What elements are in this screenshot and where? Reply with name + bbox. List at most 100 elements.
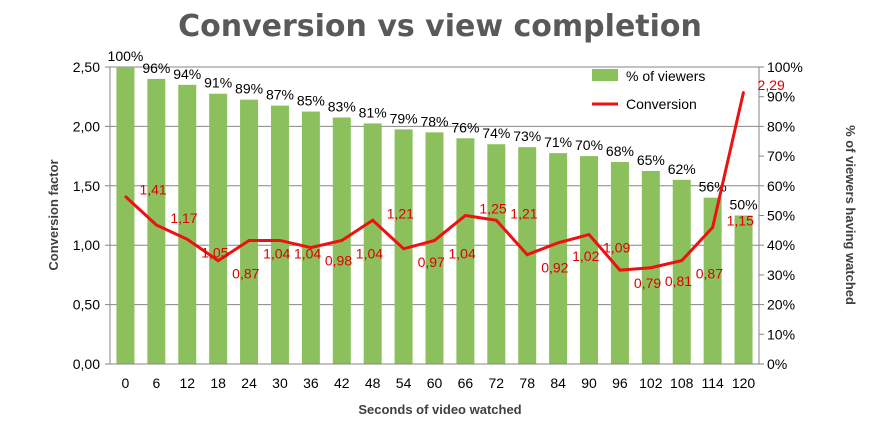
line-label: 1,21 [510,205,537,221]
bar [456,138,475,364]
line-label: 0,87 [232,266,259,282]
line-point [495,219,498,222]
legend-label: Conversion [626,96,697,112]
bar [549,153,568,364]
y2-tick-label: 30% [767,267,795,283]
chart-title: Conversion vs view completion [178,9,702,44]
bar [270,105,289,365]
bar [301,111,320,364]
y2-tick-label: 40% [767,237,795,253]
x-tick-label: 108 [670,375,694,391]
bar-label: 87% [266,87,294,103]
line-label: 1,41 [139,181,166,197]
line-point [464,214,467,217]
line-label: 2,29 [758,77,785,93]
bar-label: 100% [108,48,144,64]
line-label: 1,15 [727,212,754,228]
legend-label: % of viewers [626,68,705,84]
line-label: 1,04 [449,245,476,261]
bar-label: 50% [730,197,758,213]
x-tick-label: 96 [612,375,628,391]
x-tick-label: 84 [550,375,566,391]
bar-label: 74% [482,125,510,141]
x-tick-label: 66 [458,375,474,391]
line-point [278,239,281,242]
line-point [402,247,405,250]
bar-label: 78% [420,113,448,129]
line-label: 1,04 [263,245,290,261]
bar-label: 79% [390,110,418,126]
x-tick-label: 54 [396,375,412,391]
x-tick-label: 0 [122,375,130,391]
x-tick-label: 30 [272,375,288,391]
x-tick-label: 60 [427,375,443,391]
bar [147,78,166,364]
x-axis-title: Seconds of video watched [358,402,521,417]
y2-tick-label: 0% [767,356,787,372]
y-tick-label: 1,50 [73,178,100,194]
x-tick-label: 18 [210,375,226,391]
line-label: 0,79 [634,275,661,291]
bar-label: 85% [297,93,325,109]
x-tick-label: 114 [701,375,724,391]
bar [703,197,722,364]
bar [209,93,228,364]
x-tick-label: 36 [303,375,319,391]
x-tick-label: 6 [152,375,160,391]
line-point [526,253,529,256]
y2-tick-label: 80% [767,118,795,134]
y-tick-label: 0,00 [73,356,100,372]
bar-label: 65% [637,152,665,168]
line-point [433,239,436,242]
bar [610,162,629,364]
y2-tick-label: 90% [767,89,795,105]
x-tick-label: 102 [639,375,663,391]
line-label: 0,97 [418,254,445,270]
line-point [340,239,343,242]
y2-tick-label: 20% [767,297,795,313]
bar [116,67,135,364]
line-label: 1,04 [294,245,321,261]
line-label: 1,21 [387,205,414,221]
line-label: 1,09 [603,240,630,256]
bar-label: 91% [204,75,232,91]
line-point [371,219,374,222]
line-point [618,269,621,272]
line-point [217,259,220,262]
bar [240,99,259,365]
y-tick-label: 2,00 [73,118,100,134]
x-tick-label: 48 [365,375,381,391]
bar-label: 89% [235,81,263,97]
line-point [680,259,683,262]
x-tick-label: 24 [241,375,257,391]
y2-tick-label: 10% [767,326,795,342]
bar-label: 76% [451,119,479,135]
y2-axis-title: % of viewers having watched [843,125,858,305]
y-tick-label: 1,00 [73,237,100,253]
line-point [248,239,251,242]
bar-label: 71% [544,134,572,150]
y-axis-title: Conversion factor [46,159,61,270]
legend-bar-swatch [592,69,618,81]
bar-label: 70% [575,137,603,153]
line-point [124,195,127,198]
line-label: 1,17 [170,210,197,226]
bar [487,144,506,364]
x-tick-label: 72 [489,375,505,391]
line-label: 0,98 [325,253,352,269]
y2-tick-label: 70% [767,148,795,164]
line-label: 0,87 [696,266,723,282]
x-tick-label: 90 [581,375,597,391]
line-point [155,224,158,227]
line-label: 0,81 [665,273,692,289]
bar [580,156,599,364]
y-tick-label: 0,50 [73,297,100,313]
line-point [557,241,560,244]
line-point [742,90,745,93]
line-point [649,266,652,269]
bar [178,84,197,364]
line-point [186,238,189,241]
line-point [711,226,714,229]
line-label: 1,05 [201,244,228,260]
